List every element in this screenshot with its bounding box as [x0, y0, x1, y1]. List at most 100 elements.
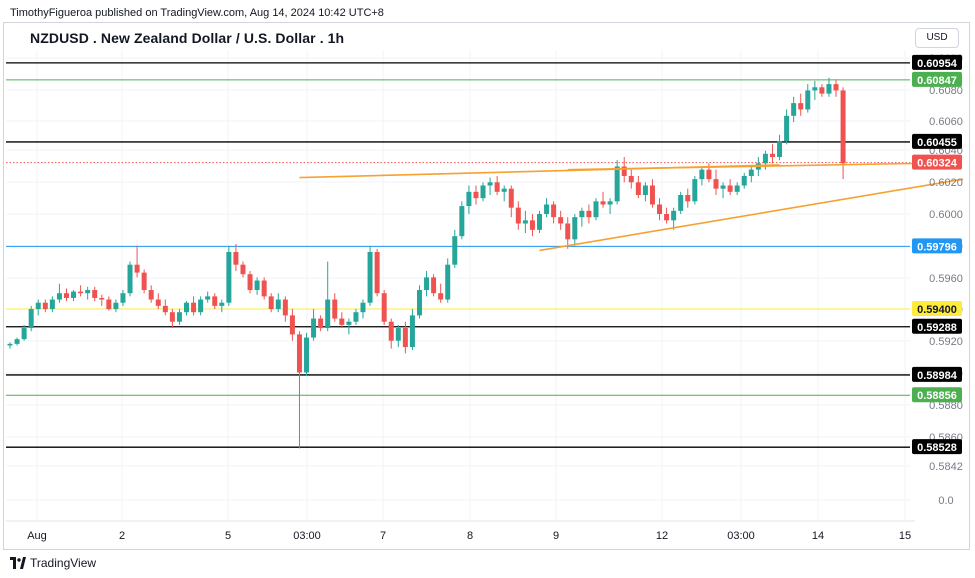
candle-body	[508, 188, 514, 208]
candle-body	[7, 343, 13, 346]
level-price-text: 0.59796	[917, 241, 957, 253]
candle-body	[438, 293, 444, 300]
candle-body	[127, 264, 133, 294]
candle-body	[734, 185, 740, 192]
candle-body	[720, 185, 726, 189]
candle-body	[769, 153, 775, 157]
candle-body	[699, 169, 705, 180]
candle-body	[99, 297, 105, 300]
candle-body	[671, 210, 677, 221]
tradingview-logo-icon	[10, 557, 26, 569]
candle-body	[289, 315, 295, 335]
candle-body	[332, 299, 338, 319]
candle-body	[473, 191, 479, 199]
symbol-title[interactable]: NZDUSD . New Zealand Dollar / U.S. Dolla…	[30, 30, 345, 46]
candle-body	[713, 179, 719, 189]
candle-body	[191, 302, 197, 313]
trendline	[567, 162, 921, 171]
y-tick-label: 0.5920	[929, 336, 963, 348]
candle-body	[346, 321, 352, 325]
candle-body	[791, 103, 797, 116]
candle-body	[833, 84, 839, 91]
candle-body	[551, 204, 557, 218]
level-price-text: 0.58984	[917, 370, 958, 382]
level-price-text: 0.60455	[917, 137, 957, 149]
level-price-badge	[912, 318, 962, 334]
level-price-badge	[912, 366, 962, 382]
candle-body	[579, 210, 585, 218]
y-tick-label: 0.6060	[929, 116, 963, 128]
candle-body	[14, 339, 20, 344]
candle-body	[777, 141, 783, 157]
y-tick-label: 0.0	[938, 495, 953, 507]
candle-body	[445, 264, 451, 300]
candle-body	[402, 328, 408, 348]
y-tick-label: 0.5842	[929, 461, 963, 473]
candle-body	[71, 291, 77, 298]
chart-frame	[3, 22, 970, 550]
candle-body	[325, 299, 331, 329]
candle-body	[819, 87, 825, 94]
x-tick-label: 03:00	[293, 530, 321, 542]
candle-body	[296, 334, 302, 373]
candle-body	[155, 299, 161, 306]
level-price-badge	[912, 387, 962, 403]
candle-body	[381, 293, 387, 322]
candle-body	[169, 312, 175, 322]
x-tick-label: 2	[119, 530, 125, 542]
level-price-text: 0.58856	[917, 390, 957, 402]
level-price-badge	[912, 133, 962, 149]
level-price-text: 0.59288	[917, 322, 957, 334]
candle-body	[28, 309, 34, 329]
candle-body	[113, 302, 119, 310]
x-tick-label: 03:00	[727, 530, 755, 542]
level-price-badge	[912, 154, 962, 170]
level-price-badge	[912, 439, 962, 455]
y-tick-label: 0.5960	[929, 273, 963, 285]
candle-body	[501, 188, 507, 192]
candle-body	[318, 318, 324, 329]
candles	[7, 77, 846, 449]
candle-body	[282, 299, 288, 316]
candle-body	[120, 293, 126, 303]
candle-body	[572, 217, 578, 240]
candle-body	[134, 264, 140, 273]
candle-body	[826, 84, 832, 94]
level-price-badge	[912, 301, 962, 317]
level-price-text: 0.60847	[917, 75, 957, 87]
candle-body	[565, 223, 571, 240]
candle-body	[275, 299, 281, 310]
level-price-labels: 0.60954 0.60847 0.60455 0.60324 0.59796 0.594…	[912, 54, 962, 455]
candle-body	[487, 182, 493, 186]
candle-body	[148, 290, 154, 300]
candle-body	[529, 220, 535, 230]
candle-body	[56, 293, 62, 300]
candle-body	[261, 280, 267, 297]
candle-body	[466, 191, 472, 207]
currency-button[interactable]: USD	[915, 28, 959, 48]
candle-body	[219, 302, 225, 306]
candle-body	[78, 291, 84, 294]
level-price-text: 0.60954	[917, 58, 958, 70]
x-tick-label: 8	[467, 530, 473, 542]
level-price-badge	[912, 71, 962, 87]
y-tick-label: 0.5880	[929, 400, 963, 412]
level-price-text: 0.60324	[917, 158, 958, 170]
price-axis[interactable]: 0.61000.60800.60600.60400.60200.60000.59…	[929, 53, 963, 507]
time-axis[interactable]: Aug 2 5 03:00 7 8 9 12 03:00 14 15	[6, 520, 915, 542]
candle-body	[593, 201, 599, 218]
candle-body	[515, 207, 521, 224]
candle-body	[141, 272, 147, 291]
tradingview-logo[interactable]: TradingView	[10, 556, 96, 570]
candle-body	[184, 302, 189, 313]
logo-text: TradingView	[30, 556, 97, 570]
candle-body	[727, 185, 733, 192]
candle-body	[762, 153, 768, 164]
candle-body	[741, 175, 747, 186]
candle-body	[240, 264, 246, 275]
y-tick-label: 0.6020	[929, 177, 963, 189]
candle-body	[226, 252, 232, 303]
candle-body	[459, 206, 465, 237]
candle-body	[21, 328, 27, 340]
